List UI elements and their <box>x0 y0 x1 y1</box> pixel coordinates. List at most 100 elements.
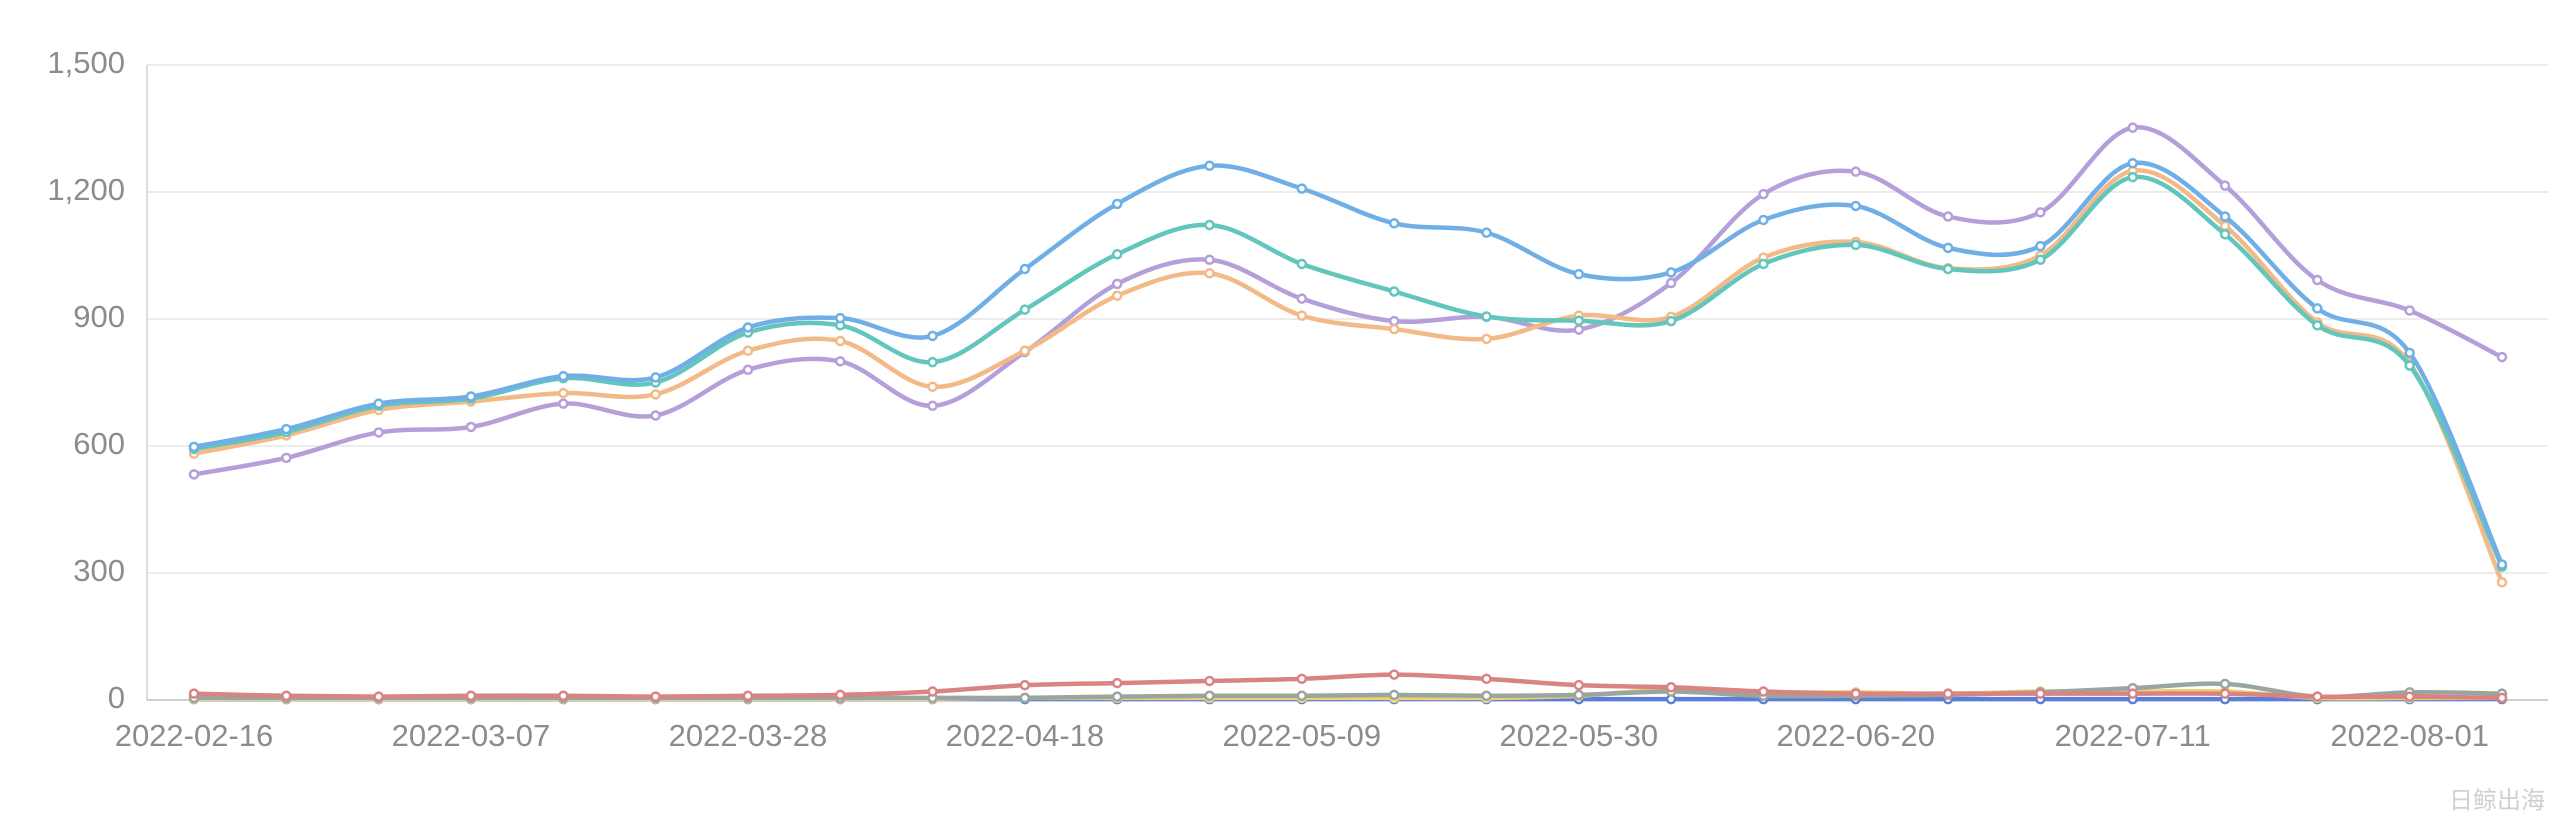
series-line <box>193 672 2503 701</box>
data-point <box>1296 293 1308 304</box>
data-point <box>927 686 938 697</box>
data-point <box>650 372 661 383</box>
data-point <box>1758 188 1769 200</box>
data-point <box>1481 690 1492 702</box>
data-point <box>1111 278 1123 290</box>
data-point <box>1481 333 1492 345</box>
y-tick-label: 600 <box>73 426 125 461</box>
data-point <box>558 387 569 399</box>
data-point <box>465 421 477 433</box>
data-point <box>1573 268 1585 280</box>
data-point <box>2219 211 2231 222</box>
data-point <box>742 364 754 376</box>
data-point <box>1850 688 1862 699</box>
data-point <box>1019 679 1031 691</box>
data-point <box>650 410 661 421</box>
data-point <box>2496 351 2508 363</box>
data-point <box>1019 345 1031 356</box>
data-point <box>650 691 661 702</box>
data-point <box>1388 286 1400 297</box>
data-point <box>558 690 569 702</box>
data-point <box>1758 214 1769 226</box>
data-point <box>2035 254 2046 265</box>
data-point <box>1204 219 1215 231</box>
x-tick-label: 2022-06-20 <box>1776 718 1935 753</box>
data-point <box>2035 688 2046 699</box>
data-point <box>2404 347 2415 359</box>
data-point <box>1758 258 1769 270</box>
data-point <box>2219 220 2231 232</box>
data-point <box>2127 157 2138 169</box>
data-point <box>1204 675 1215 687</box>
y-tick-label: 1,200 <box>47 172 125 207</box>
data-point <box>1942 242 1954 254</box>
data-point <box>373 398 384 409</box>
data-point <box>373 691 384 702</box>
data-point <box>1850 239 1862 251</box>
data-point <box>2219 180 2231 191</box>
data-point <box>1296 258 1308 270</box>
data-point <box>373 427 384 438</box>
x-tick-label: 2022-03-28 <box>669 718 828 753</box>
data-point <box>1296 690 1308 702</box>
data-point <box>2496 559 2508 570</box>
data-point <box>742 322 754 333</box>
data-point <box>281 423 292 435</box>
data-point <box>1204 160 1215 172</box>
data-point <box>1665 682 1677 693</box>
series-line <box>193 174 2505 568</box>
y-tick-label: 0 <box>108 680 125 715</box>
data-point <box>1573 315 1585 326</box>
data-point <box>650 389 661 400</box>
data-point <box>1850 200 1862 212</box>
data-point <box>1019 263 1031 275</box>
data-point <box>2312 303 2323 314</box>
data-point <box>2219 678 2231 690</box>
data-point <box>927 400 938 412</box>
data-point <box>465 391 477 402</box>
data-point <box>742 690 754 702</box>
data-point <box>2127 688 2138 699</box>
data-point <box>188 688 200 699</box>
data-point <box>1111 677 1123 689</box>
data-point <box>927 381 938 392</box>
data-point <box>927 330 938 342</box>
data-point <box>281 690 292 702</box>
y-tick-label: 300 <box>73 553 125 588</box>
data-point <box>1481 227 1492 238</box>
x-tick-label: 2022-02-16 <box>115 718 274 753</box>
data-point <box>558 398 569 409</box>
data-point <box>834 356 846 367</box>
data-point <box>1111 691 1123 702</box>
data-point <box>1111 248 1123 260</box>
data-point <box>1388 669 1400 680</box>
data-point <box>1758 686 1769 697</box>
data-point <box>1204 254 1215 265</box>
y-tick-label: 900 <box>73 299 125 334</box>
data-point <box>1204 268 1215 279</box>
series-line <box>193 160 2505 566</box>
data-point <box>1019 304 1031 315</box>
data-point <box>1942 263 1954 275</box>
data-point <box>2404 305 2415 316</box>
data-point <box>2219 688 2231 699</box>
data-point <box>2312 691 2323 702</box>
x-tick-label: 2022-08-01 <box>2330 718 2489 753</box>
data-point <box>2404 360 2415 371</box>
data-point <box>1481 673 1492 685</box>
data-point <box>1573 324 1585 335</box>
data-point <box>1665 267 1677 278</box>
data-point <box>1019 692 1031 704</box>
data-point <box>2035 240 2046 252</box>
data-point <box>1481 311 1492 322</box>
data-point <box>2219 229 2231 240</box>
data-point <box>1204 690 1215 702</box>
data-point <box>2312 320 2323 331</box>
data-point <box>834 689 846 701</box>
data-point <box>1942 688 1954 699</box>
data-point <box>465 690 477 702</box>
data-point <box>834 335 846 347</box>
data-point <box>742 345 754 356</box>
